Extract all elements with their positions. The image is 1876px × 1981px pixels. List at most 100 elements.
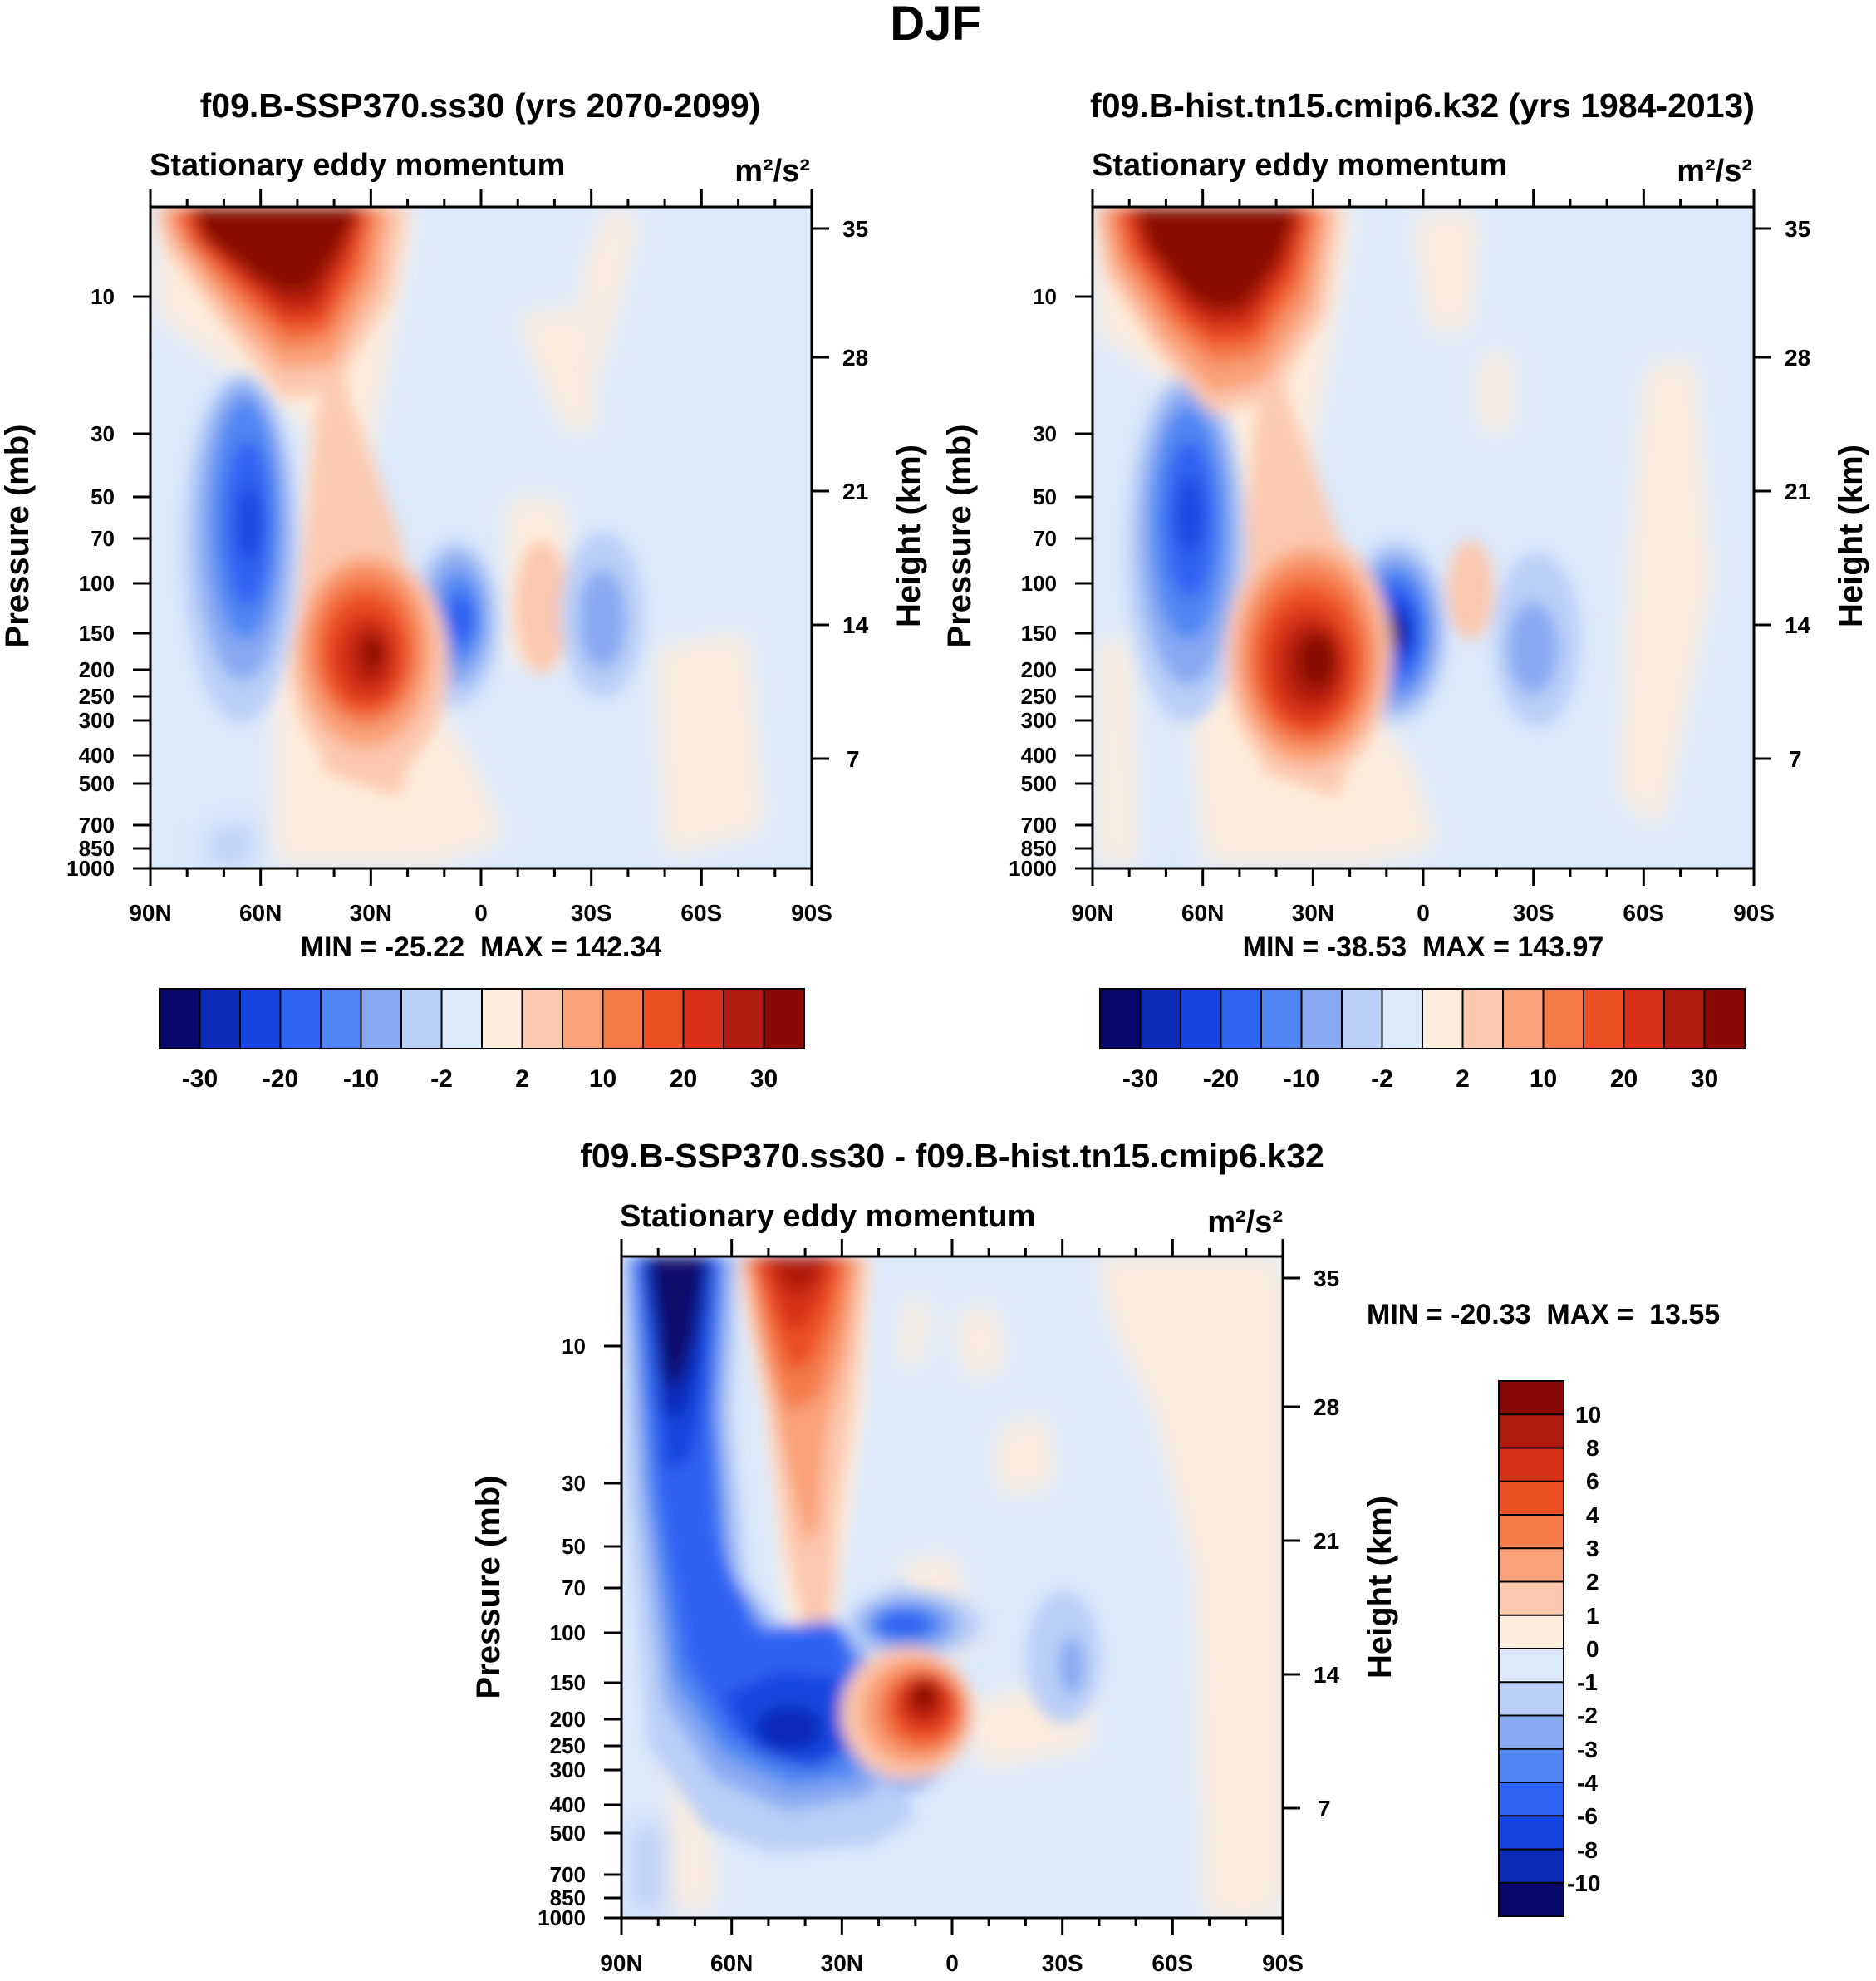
colorbar: -30 -20 -10 -2 2 10 20 30	[1099, 988, 1746, 1093]
contour-field	[1093, 207, 1754, 868]
colorbar-label: -30	[182, 1065, 218, 1093]
pressure-tick-label: 150	[79, 621, 115, 646]
pressure-tick-label: 30	[1033, 421, 1057, 446]
pressure-tick-label: 100	[1021, 571, 1057, 596]
latitude-tick-labels: 90N 60N 30N 0 30S 60S 90S	[1071, 900, 1775, 926]
height-tick-label: 14	[842, 612, 869, 638]
pressure-tick-label: 300	[550, 1757, 586, 1782]
height-tick-label: 7	[847, 746, 860, 772]
colorbar-label: -4	[1577, 1770, 1598, 1796]
latitude-tick-label: 0	[1417, 900, 1430, 926]
colorbar-label: 6	[1586, 1468, 1599, 1494]
colorbar-label: 10	[1530, 1065, 1557, 1093]
pressure-tick-label: 500	[550, 1821, 586, 1846]
tick-marks	[1075, 189, 1771, 886]
tick-marks	[604, 1239, 1300, 1935]
height-axis-title: Height (km)	[891, 445, 927, 627]
colorbar-swatch	[1100, 989, 1745, 1049]
colorbar-label: -3	[1577, 1737, 1598, 1762]
height-axis-title: Height (km)	[1833, 445, 1869, 627]
height-tick-label: 7	[1789, 746, 1802, 772]
latitude-tick-label: 90N	[1071, 900, 1113, 926]
colorbar-label: 2	[515, 1065, 529, 1093]
height-tick-label: 14	[1785, 612, 1811, 638]
pressure-tick-label: 1000	[538, 1905, 586, 1930]
latitude-tick-label: 60S	[1623, 900, 1664, 926]
pressure-tick-label: 70	[1033, 526, 1057, 551]
latitude-tick-labels: 90N 60N 30N 0 30S 60S 90S	[129, 900, 832, 926]
tick-marks	[133, 189, 829, 886]
pressure-tick-labels: 10 30 50 70 100 150 200 250 300 400 500 …	[66, 284, 115, 881]
colorbar-label: 2	[1586, 1569, 1599, 1595]
units-label: m²/s²	[1677, 154, 1752, 189]
colorbar-label: -20	[263, 1065, 298, 1093]
colorbar-label: -10	[1284, 1065, 1319, 1093]
pressure-tick-label: 300	[1021, 708, 1057, 733]
height-tick-labels: 35 28 21 14 7	[842, 216, 869, 772]
latitude-tick-label: 90N	[129, 900, 171, 926]
pressure-tick-label: 150	[1021, 621, 1057, 646]
pressure-tick-label: 30	[91, 421, 115, 446]
colorbar-label: 20	[1610, 1065, 1638, 1093]
pressure-tick-label: 400	[1021, 743, 1057, 768]
panel-title: f09.B-SSP370.ss30 (yrs 2070-2099)	[200, 86, 761, 125]
pressure-tick-label: 200	[550, 1707, 586, 1732]
pressure-tick-label: 100	[79, 571, 115, 596]
figure-title: DJF	[890, 0, 981, 51]
colorbar-swatch	[1499, 1381, 1564, 1916]
pressure-tick-label: 100	[550, 1620, 586, 1645]
colorbar-label: -6	[1577, 1803, 1598, 1829]
pressure-tick-label: 400	[79, 743, 115, 768]
contour-field	[150, 207, 812, 868]
latitude-tick-labels: 90N 60N 30N 0 30S 60S 90S	[600, 1950, 1304, 1976]
min-max-label: MIN = -20.33 MAX = 13.55	[1367, 1299, 1720, 1330]
colorbar-label: -2	[1577, 1703, 1598, 1728]
latitude-tick-label: 30S	[1042, 1950, 1083, 1976]
latitude-tick-label: 90N	[600, 1950, 642, 1976]
height-tick-label: 21	[842, 479, 868, 504]
variable-label: Stationary eddy momentum	[1092, 148, 1507, 183]
pressure-tick-labels: 10 30 50 70 100 150 200 250 300 400 500 …	[538, 1334, 586, 1930]
pressure-tick-label: 70	[91, 526, 115, 551]
variable-label: Stationary eddy momentum	[150, 148, 565, 183]
pressure-tick-label: 50	[91, 484, 115, 509]
pressure-tick-label: 200	[1021, 657, 1057, 682]
pressure-tick-label: 500	[79, 771, 115, 796]
units-label: m²/s²	[1207, 1205, 1283, 1240]
pressure-tick-label: 850	[550, 1885, 586, 1910]
pressure-tick-labels: 10 30 50 70 100 150 200 250 300 400 500 …	[1009, 284, 1057, 881]
colorbar-label: -30	[1122, 1065, 1158, 1093]
pressure-axis-title: Pressure (mb)	[941, 425, 978, 648]
panel-title: f09.B-SSP370.ss30 - f09.B-hist.tn15.cmip…	[580, 1137, 1324, 1175]
panel-difference: f09.B-SSP370.ss30 - f09.B-hist.tn15.cmip…	[470, 1137, 1720, 1976]
colorbar-label: -1	[1577, 1669, 1598, 1695]
height-tick-label: 21	[1314, 1528, 1339, 1554]
pressure-tick-label: 10	[1033, 284, 1057, 309]
pressure-tick-label: 30	[562, 1471, 586, 1496]
panel-hist: f09.B-hist.tn15.cmip6.k32 (yrs 1984-2013…	[941, 86, 1869, 1093]
pressure-axis-title: Pressure (mb)	[0, 425, 36, 648]
latitude-tick-label: 30S	[571, 900, 612, 926]
pressure-tick-label: 850	[1021, 836, 1057, 861]
latitude-tick-label: 60S	[1152, 1950, 1193, 1976]
height-tick-label: 35	[1785, 216, 1810, 242]
latitude-tick-label: 30N	[1292, 900, 1334, 926]
height-tick-labels: 35 28 21 14 7	[1785, 216, 1811, 772]
latitude-tick-label: 0	[474, 900, 488, 926]
height-tick-label: 21	[1785, 479, 1810, 504]
pressure-tick-label: 700	[79, 813, 115, 838]
min-max-label: MIN = -25.22 MAX = 142.34	[301, 932, 662, 963]
latitude-tick-label: 0	[945, 1950, 959, 1976]
pressure-tick-label: 400	[550, 1792, 586, 1817]
pressure-tick-label: 300	[79, 708, 115, 733]
latitude-tick-label: 30S	[1513, 900, 1554, 926]
height-tick-label: 28	[1314, 1394, 1339, 1420]
height-tick-label: 7	[1318, 1796, 1331, 1821]
colorbar-swatch	[160, 989, 804, 1049]
height-tick-label: 28	[842, 345, 868, 371]
pressure-tick-label: 850	[79, 836, 115, 861]
height-tick-label: 28	[1785, 345, 1810, 371]
pressure-tick-label: 700	[550, 1862, 586, 1887]
colorbar-label: 8	[1586, 1435, 1599, 1461]
height-tick-labels: 35 28 21 14 7	[1314, 1266, 1340, 1821]
